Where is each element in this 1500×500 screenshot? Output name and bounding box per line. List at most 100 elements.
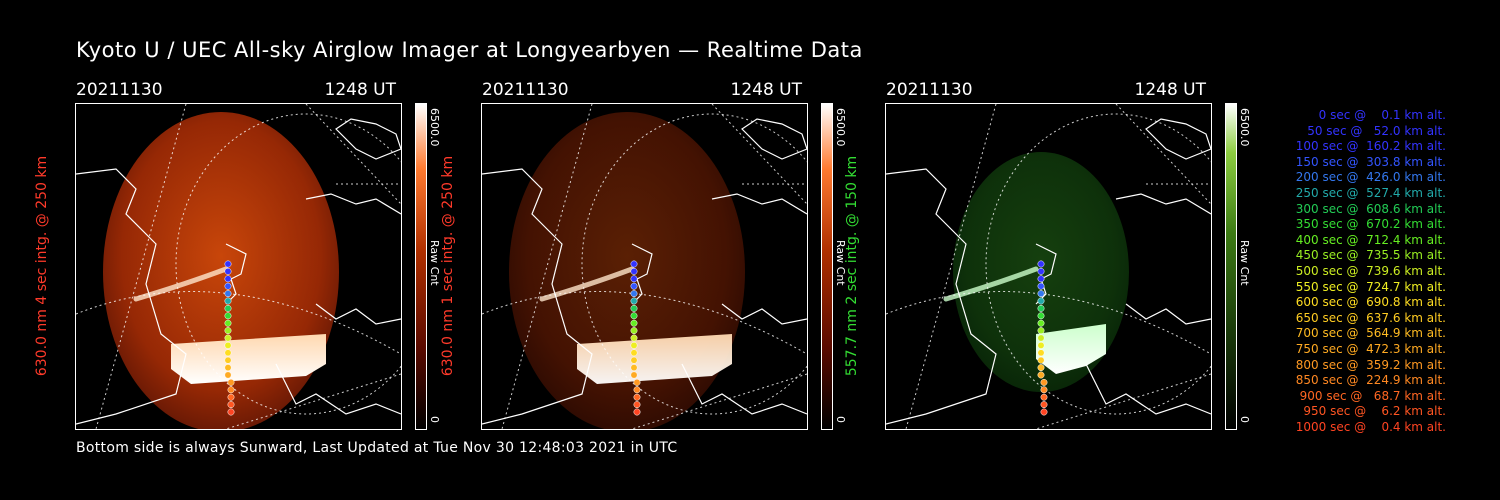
legend-row: 0 sec @ 0.1 km alt. (1307, 108, 1446, 122)
trajectory-dot (224, 267, 232, 275)
trajectory-dot (630, 297, 638, 305)
trajectory-dot (630, 371, 638, 379)
trajectory-dot (630, 334, 638, 342)
panel-time: 1248 UT (324, 80, 397, 100)
legend-row: 300 sec @ 608.6 km alt. (1291, 201, 1446, 216)
trajectory-dot (630, 364, 638, 372)
page-title: Kyoto U / UEC All-sky Airglow Imager at … (76, 38, 863, 62)
trajectory-dot (224, 364, 232, 372)
trajectory-dot (1037, 356, 1045, 364)
trajectory-dot (630, 290, 638, 298)
legend-row: 450 sec @ 735.5 km alt. (1291, 248, 1446, 263)
legend-row: 50 sec @ 52.0 km alt. (1299, 123, 1446, 138)
legend-row: 600 sec @ 690.8 km alt. (1291, 295, 1446, 310)
trajectory-legend: 0 sec @ 0.1 km alt. 50 sec @ 52.0 km alt… (1240, 108, 1446, 435)
trajectory-dot (633, 408, 641, 416)
panel-date: 20211130 (886, 80, 973, 100)
trajectory-dot (1037, 334, 1045, 342)
legend-row: 650 sec @ 637.6 km alt. (1291, 310, 1446, 325)
all-sky-image (481, 103, 808, 430)
trajectory-dot (633, 393, 641, 401)
legend-row: 1000 sec @ 0.4 km alt. (1295, 419, 1446, 434)
trajectory-dot (1037, 267, 1045, 275)
trajectory-dot (633, 386, 641, 394)
trajectory-dot (630, 319, 638, 327)
trajectory-dot (1037, 304, 1045, 312)
trajectory-dot (633, 401, 641, 409)
legend-row: 850 sec @ 224.9 km alt. (1291, 373, 1446, 388)
trajectory-dot (1040, 378, 1048, 386)
trajectory-dot (1037, 349, 1045, 357)
trajectory-dot (1037, 371, 1045, 379)
trajectory-dot (1037, 341, 1045, 349)
legend-row: 200 sec @ 426.0 km alt. (1291, 170, 1446, 185)
trajectory-dot (224, 341, 232, 349)
legend-row: 500 sec @ 739.6 km alt. (1291, 263, 1446, 278)
trajectory-dot (1037, 275, 1045, 283)
trajectory-dot (224, 356, 232, 364)
trajectory-dot (630, 275, 638, 283)
trajectory-dot (224, 334, 232, 342)
trajectory-dot (630, 312, 638, 320)
legend-row: 250 sec @ 527.4 km alt. (1291, 185, 1446, 200)
trajectory-dot (1037, 297, 1045, 305)
trajectory-dot (1040, 393, 1048, 401)
airglow-panel-3: 20211130 1248 UT 557.7 nm 2 sec intg. @ 15… (844, 80, 1306, 440)
colorbar-max-label: 6500.0 (1238, 108, 1251, 147)
trajectory-dot (1037, 312, 1045, 320)
trajectory-dot (630, 282, 638, 290)
legend-row: 900 sec @ 68.7 km alt. (1295, 388, 1446, 403)
panel-wavelength-label: 557.7 nm 2 sec intg. @ 150 km (844, 155, 860, 377)
trajectory-dot (224, 319, 232, 327)
trajectory-dot (1037, 364, 1045, 372)
panel-time: 1248 UT (730, 80, 803, 100)
legend-row: 550 sec @ 724.7 km alt. (1291, 279, 1446, 294)
trajectory-dot (224, 297, 232, 305)
trajectory-dot (630, 260, 638, 268)
legend-row: 750 sec @ 472.3 km alt. (1291, 341, 1446, 356)
trajectory-dot (630, 327, 638, 335)
colorbar (415, 103, 427, 430)
legend-row: 400 sec @ 712.4 km alt. (1291, 232, 1446, 247)
colorbar-max-label: 6500.0 (428, 108, 441, 147)
trajectory-dot (227, 393, 235, 401)
colorbar-unit-label: Raw Cnt (1238, 240, 1251, 286)
trajectory-dot (630, 349, 638, 357)
panel-date: 20211130 (76, 80, 163, 100)
colorbar (1225, 103, 1237, 430)
trajectory-dot (633, 378, 641, 386)
colorbar-unit-label: Raw Cnt (428, 240, 441, 286)
trajectory-dot (1037, 319, 1045, 327)
airglow-panel-1: 20211130 1248 UT 630.0 nm 4 sec intg. @ 25… (34, 80, 496, 440)
trajectory-dot (630, 304, 638, 312)
colorbar-max-label: 6500.0 (834, 108, 847, 147)
trajectory-dot (224, 282, 232, 290)
legend-row: 100 sec @ 160.2 km alt. (1291, 139, 1446, 154)
trajectory-dot (1040, 408, 1048, 416)
trajectory-dot (1040, 401, 1048, 409)
colorbar (821, 103, 833, 430)
colorbar-unit-label: Raw Cnt (834, 240, 847, 286)
colorbar-min-label: 0 (428, 416, 441, 423)
panel-wavelength-label: 630.0 nm 1 sec intg. @ 250 km (440, 155, 456, 377)
airglow-panel-2: 20211130 1248 UT 630.0 nm 1 sec intg. @ 25… (440, 80, 902, 440)
trajectory-dot (227, 401, 235, 409)
trajectory-dot (224, 275, 232, 283)
trajectory-dot (1037, 290, 1045, 298)
trajectory-dot (630, 356, 638, 364)
trajectory-dot (224, 260, 232, 268)
trajectory-dot (227, 378, 235, 386)
trajectory-dot (630, 267, 638, 275)
trajectory-dot (224, 327, 232, 335)
trajectory-dot (630, 341, 638, 349)
colorbar-min-label: 0 (834, 416, 847, 423)
panel-date: 20211130 (482, 80, 569, 100)
colorbar-min-label: 0 (1238, 416, 1251, 423)
trajectory-dot (227, 386, 235, 394)
trajectory-dot (224, 371, 232, 379)
panel-wavelength-label: 630.0 nm 4 sec intg. @ 250 km (34, 155, 50, 377)
legend-row: 150 sec @ 303.8 km alt. (1291, 154, 1446, 169)
footer-note: Bottom side is always Sunward, Last Upda… (76, 440, 678, 456)
trajectory-dot (224, 304, 232, 312)
trajectory-dot (227, 408, 235, 416)
